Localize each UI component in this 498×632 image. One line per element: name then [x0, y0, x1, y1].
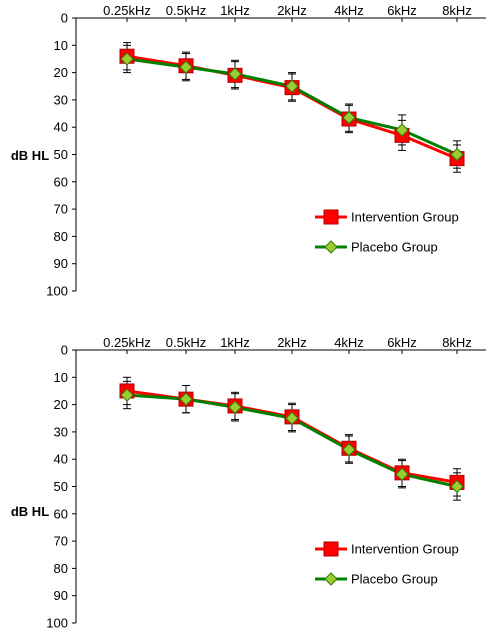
- data-point-diamond: [285, 79, 299, 93]
- y-tick-label: 60: [54, 174, 68, 189]
- legend-label: Placebo Group: [351, 572, 438, 587]
- x-tick-label: 4kHz: [334, 3, 364, 18]
- y-tick-label: 10: [54, 38, 68, 53]
- data-point-diamond: [342, 110, 356, 125]
- y-tick-label: 40: [54, 452, 68, 467]
- data-point-diamond: [285, 411, 299, 425]
- legend: Intervention Group Placebo Group: [315, 209, 459, 255]
- data-point-diamond: [179, 392, 193, 406]
- y-tick-label: 0: [61, 343, 68, 358]
- x-tick-label: 0.5kHz: [166, 335, 206, 350]
- data-point-diamond: [450, 479, 464, 494]
- data-point-diamond: [342, 442, 356, 457]
- x-tick-label: 0.5kHz: [166, 3, 206, 18]
- y-tick-label: 90: [54, 256, 68, 271]
- x-tick-label: 0.25kHz: [103, 3, 151, 18]
- x-tick-label: 8kHz: [442, 335, 472, 350]
- y-tick-label: 70: [54, 534, 68, 549]
- x-tick-label: 0.25kHz: [103, 335, 151, 350]
- y-tick-label: 50: [54, 147, 68, 162]
- y-tick-label: 100: [46, 284, 68, 299]
- legend-marker-square: [323, 209, 339, 225]
- x-tick-label: 1kHz: [220, 335, 250, 350]
- y-tick-label: 60: [54, 506, 68, 521]
- data-point-diamond: [120, 388, 134, 402]
- x-tick-label: 2kHz: [277, 3, 307, 18]
- legend-label: Intervention Group: [351, 542, 459, 557]
- y-axis-title: dB HL: [11, 148, 49, 163]
- data-point-diamond: [395, 467, 409, 481]
- data-point-diamond: [179, 60, 193, 74]
- x-tick-label: 4kHz: [334, 335, 364, 350]
- legend: Intervention Group Placebo Group: [315, 541, 459, 587]
- legend-marker-diamond: [324, 572, 338, 586]
- x-tick-label: 6kHz: [387, 3, 417, 18]
- legend-label: Placebo Group: [351, 240, 438, 255]
- data-point-diamond: [395, 123, 409, 137]
- y-tick-label: 90: [54, 588, 68, 603]
- y-tick-label: 80: [54, 229, 68, 244]
- data-point-diamond: [450, 147, 464, 162]
- y-tick-label: 30: [54, 92, 68, 107]
- series-line-1: [126, 54, 458, 160]
- y-tick-label: 80: [54, 561, 68, 576]
- y-tick-label: 70: [54, 202, 68, 217]
- data-point-diamond: [120, 52, 134, 66]
- x-tick-label: 2kHz: [277, 335, 307, 350]
- y-tick-label: 0: [61, 11, 68, 26]
- x-tick-label: 8kHz: [442, 3, 472, 18]
- data-point-diamond: [228, 67, 242, 81]
- chart-panel-1: 0 10 20 30 40 50 60 70 80 90 100 0.25kHz 0.5kHz 1kHz 2…: [11, 3, 486, 299]
- legend-label: Intervention Group: [351, 210, 459, 225]
- x-tick-label: 1kHz: [220, 3, 250, 18]
- y-tick-label: 20: [54, 65, 68, 80]
- y-tick-label: 100: [46, 616, 68, 631]
- x-tick-label: 6kHz: [387, 335, 417, 350]
- chart-panel-2: 0 10 20 30 40 50 60 70 80 90 100 0.25kHz 0.5kHz 1kHz 2…: [11, 335, 486, 631]
- legend-marker-square: [323, 541, 339, 557]
- y-tick-label: 10: [54, 370, 68, 385]
- legend-marker-diamond: [324, 240, 338, 254]
- y-tick-label: 40: [54, 120, 68, 135]
- y-axis-title: dB HL: [11, 504, 49, 519]
- y-tick-label: 20: [54, 397, 68, 412]
- data-point-diamond: [228, 400, 242, 415]
- y-tick-label: 50: [54, 479, 68, 494]
- y-tick-label: 30: [54, 424, 68, 439]
